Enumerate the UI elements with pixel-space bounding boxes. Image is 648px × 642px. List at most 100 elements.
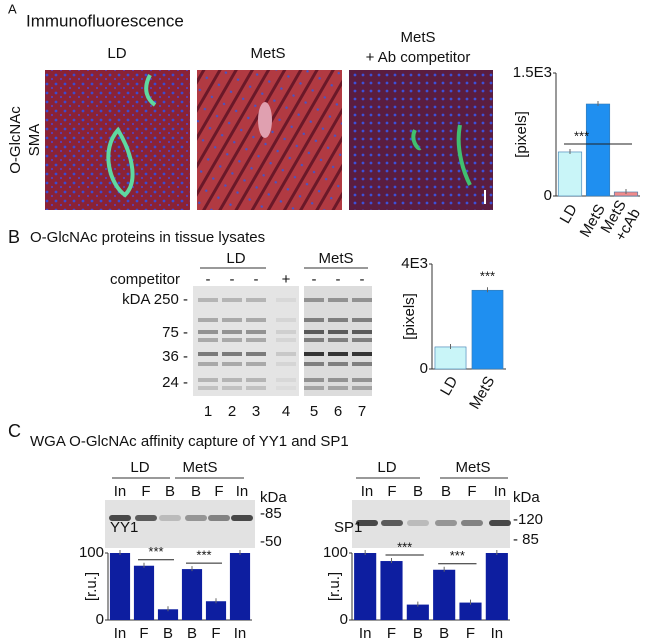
y-axis-label: [r.u.]: [326, 572, 343, 601]
blot-band: [222, 352, 242, 356]
significance-label: ***: [397, 539, 412, 554]
blot-band: [352, 362, 372, 366]
bar: [434, 346, 467, 370]
blot-band: [231, 515, 253, 521]
blot-band: [328, 378, 348, 382]
bar: [406, 604, 429, 620]
blot-band: [276, 386, 296, 390]
x-tick-label: F: [139, 625, 148, 642]
blot-band: [222, 338, 242, 342]
lane-number: 2: [228, 403, 236, 420]
blot-band: [246, 378, 266, 382]
vessel: [106, 74, 157, 198]
blot-band: [276, 330, 296, 334]
blot-band: [222, 318, 242, 322]
x-tick-label: LD: [557, 201, 581, 226]
blot-band: [304, 330, 324, 334]
competitor-sign: -: [254, 271, 259, 288]
blot-band: [328, 362, 348, 366]
protein-label: YY1: [110, 519, 138, 536]
blot-band: [328, 338, 348, 342]
bar: [557, 151, 583, 197]
blot-band: [198, 318, 218, 322]
blot-band: [222, 298, 242, 302]
panel-label: A: [8, 1, 17, 16]
blot-band: [246, 298, 266, 302]
lane-number: 3: [252, 403, 260, 420]
blot-band: [222, 386, 242, 390]
x-tick-label: MetS+cAb: [598, 197, 645, 244]
blot-band: [109, 515, 131, 521]
blot-band: [352, 352, 372, 356]
x-tick-label: MetS: [466, 373, 498, 412]
kda-label: kDa: [513, 489, 540, 506]
column-label: + Ab competitor: [366, 49, 471, 66]
blot-band: [198, 386, 218, 390]
lane-label: F: [467, 483, 476, 500]
significance-label: ***: [574, 128, 589, 143]
micrographs: [45, 70, 493, 210]
lane-number: 7: [358, 403, 366, 420]
lane-label: B: [191, 483, 201, 500]
blot-band: [135, 515, 157, 521]
significance-label: ***: [148, 544, 163, 559]
lane-label: F: [387, 483, 396, 500]
y-tick-label: 4E3: [401, 255, 428, 272]
competitor-sign: -: [206, 271, 211, 288]
blot-band: [208, 515, 230, 521]
blot-band: [435, 520, 457, 526]
blot-band: [489, 520, 511, 526]
blot-band: [328, 352, 348, 356]
size-marker: -120: [513, 511, 543, 528]
group-label: LD: [226, 250, 245, 267]
panel-title: O-GlcNAc proteins in tissue lysates: [30, 229, 265, 246]
y-tick-label: 0: [420, 360, 428, 377]
blot-band: [246, 338, 266, 342]
bar: [354, 553, 377, 620]
bar: [380, 561, 403, 620]
panel-label: B: [8, 227, 20, 247]
competitor-sign: -: [230, 271, 235, 288]
x-tick-label: In: [114, 625, 127, 642]
blot-band: [304, 386, 324, 390]
column-label: LD: [107, 45, 126, 62]
y-tick-label: 100: [323, 544, 348, 561]
blot-band: [328, 386, 348, 390]
blot-band: [304, 352, 324, 356]
lane-number: 5: [310, 403, 318, 420]
micrograph: [197, 70, 342, 210]
blot-band: [198, 352, 218, 356]
blot-band: [198, 330, 218, 334]
lane-label: In: [114, 483, 127, 500]
lane-label: B: [165, 483, 175, 500]
blot-band: [276, 318, 296, 322]
group-label: MetS: [182, 459, 217, 476]
significance-label: ***: [196, 548, 211, 563]
blot-band: [159, 515, 181, 521]
scale-bar: [484, 190, 486, 204]
competitor-label: competitor: [110, 271, 180, 288]
micrograph: [349, 70, 493, 210]
blot-band: [222, 362, 242, 366]
x-tick-label: B: [163, 625, 173, 642]
size-marker: -85: [260, 505, 282, 522]
lane-label: B: [441, 483, 451, 500]
significance-label: ***: [480, 269, 495, 284]
blot-band: [461, 520, 483, 526]
group-label: LD: [377, 459, 396, 476]
vessel: [258, 102, 272, 138]
blot-band: [328, 298, 348, 302]
size-marker: -50: [260, 533, 282, 550]
row-label: SMA: [26, 124, 43, 157]
bar: [157, 609, 179, 620]
size-marker: kDA 250 -: [122, 291, 188, 308]
group-label: MetS: [455, 459, 490, 476]
blot-band: [246, 386, 266, 390]
bar: [229, 553, 251, 620]
column-label: MetS: [250, 45, 285, 62]
blot-band: [352, 330, 372, 334]
row-label: O-GlcNAc: [7, 106, 24, 174]
blot-band: [352, 378, 372, 382]
blot-band: [276, 352, 296, 356]
blot-band: [352, 386, 372, 390]
